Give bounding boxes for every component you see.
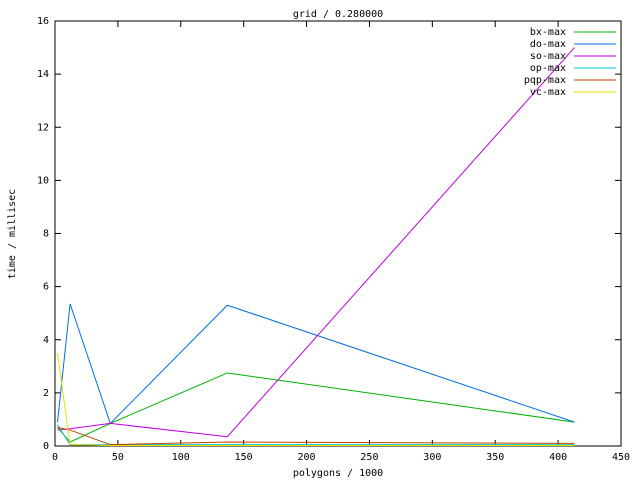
- legend-label: op-max: [530, 63, 566, 74]
- series-line: [57, 352, 575, 446]
- x-tick-label: 450: [612, 452, 630, 463]
- y-axis-label: time / millisec: [7, 189, 18, 279]
- x-tick-label: 200: [298, 452, 316, 463]
- y-tick-label: 14: [37, 69, 49, 80]
- y-tick-label: 0: [43, 441, 49, 452]
- y-tick-label: 4: [43, 335, 49, 346]
- x-tick-label: 300: [423, 452, 441, 463]
- x-tick-label: 50: [112, 452, 124, 463]
- y-tick-label: 2: [43, 388, 49, 399]
- x-tick-label: 250: [360, 452, 378, 463]
- legend-label: vc-max: [530, 87, 566, 98]
- y-tick-label: 6: [43, 282, 49, 293]
- y-tick-label: 8: [43, 229, 49, 240]
- x-axis-label: polygons / 1000: [293, 468, 383, 479]
- x-tick-label: 400: [549, 452, 567, 463]
- legend-label: pqp-max: [524, 75, 566, 86]
- x-tick-label: 150: [235, 452, 253, 463]
- legend-label: so-max: [530, 51, 566, 62]
- x-tick-label: 350: [486, 452, 504, 463]
- series-line: [57, 426, 575, 446]
- y-tick-label: 10: [37, 175, 49, 186]
- x-tick-label: 0: [52, 452, 58, 463]
- legend-label: bx-max: [530, 27, 566, 38]
- y-tick-label: 12: [37, 122, 49, 133]
- legend-label: do-max: [530, 39, 566, 50]
- y-tick-label: 16: [37, 16, 49, 27]
- x-tick-label: 100: [172, 452, 190, 463]
- chart-title: grid / 0.280000: [293, 9, 383, 20]
